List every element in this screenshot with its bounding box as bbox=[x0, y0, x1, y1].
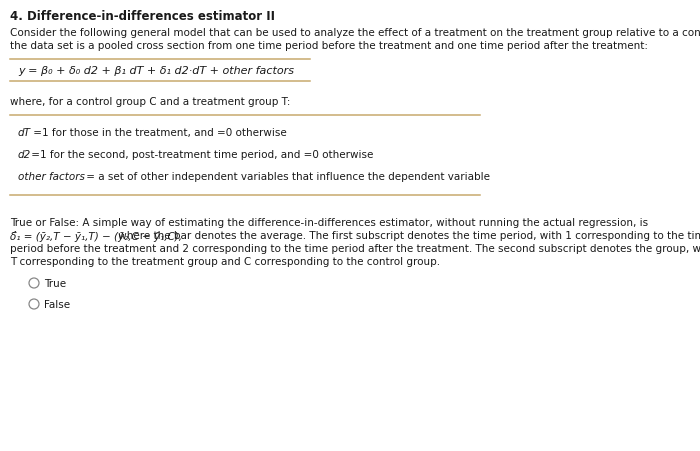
Text: period before the treatment and 2 corresponding to the time period after the tre: period before the treatment and 2 corres… bbox=[10, 244, 700, 253]
Text: Consider the following general model that can be used to analyze the effect of a: Consider the following general model tha… bbox=[10, 28, 700, 38]
Text: =1 for the second, post-treatment time period, and =0 otherwise: =1 for the second, post-treatment time p… bbox=[28, 150, 373, 160]
Text: d2: d2 bbox=[18, 150, 32, 160]
Text: where the bar denotes the average. The first subscript denotes the time period, : where the bar denotes the average. The f… bbox=[115, 230, 700, 240]
Text: True: True bbox=[44, 278, 66, 288]
Text: the data set is a pooled cross section from one time period before the treatment: the data set is a pooled cross section f… bbox=[10, 41, 648, 51]
Text: True or False: A simple way of estimating the difference-in-differences estimato: True or False: A simple way of estimatin… bbox=[10, 217, 648, 227]
Text: 4. Difference-in-differences estimator II: 4. Difference-in-differences estimator I… bbox=[10, 10, 275, 23]
Text: T corresponding to the treatment group and C corresponding to the control group.: T corresponding to the treatment group a… bbox=[10, 257, 440, 267]
Text: other factors: other factors bbox=[18, 172, 85, 182]
Text: = a set of other independent variables that influence the dependent variable: = a set of other independent variables t… bbox=[83, 172, 490, 182]
Text: False: False bbox=[44, 299, 70, 309]
Text: dT: dT bbox=[18, 128, 31, 138]
Text: δ̂₁ = (ȳ₂,T − ȳ₁,T) − (ȳ₂,C − ȳ₁,C),: δ̂₁ = (ȳ₂,T − ȳ₁,T) − (ȳ₂,C − ȳ₁,C), bbox=[10, 230, 182, 241]
Text: where, for a control group C and a treatment group T:: where, for a control group C and a treat… bbox=[10, 97, 290, 107]
Text: y = β₀ + δ₀ d2 + β₁ dT + δ₁ d2·dT + other factors: y = β₀ + δ₀ d2 + β₁ dT + δ₁ d2·dT + othe… bbox=[18, 66, 294, 76]
Text: =1 for those in the treatment, and =0 otherwise: =1 for those in the treatment, and =0 ot… bbox=[30, 128, 287, 138]
